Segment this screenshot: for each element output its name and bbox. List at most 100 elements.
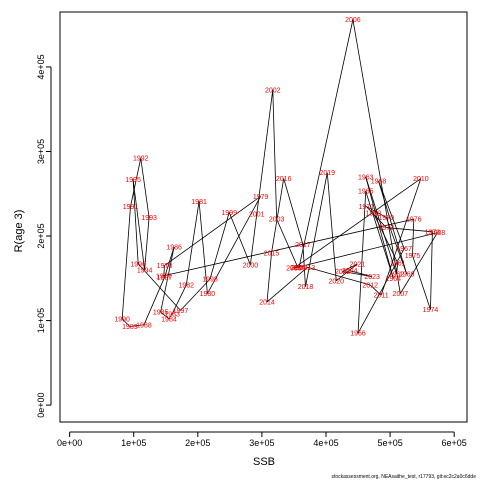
point-label-2000: 2000 (243, 262, 259, 269)
point-label-2004: 2004 (290, 265, 306, 272)
series-segment (271, 178, 285, 253)
point-label-1987: 1987 (157, 275, 173, 282)
point-label-1966: 1966 (350, 331, 366, 338)
point-label-1970: 1970 (378, 215, 394, 222)
x-tick-label: 0e+00 (57, 438, 82, 448)
series-segment (228, 212, 251, 265)
series-segment (357, 191, 367, 334)
point-label-2012: 2012 (362, 283, 378, 290)
series-segment (160, 246, 175, 313)
series-segment (163, 265, 165, 276)
point-label-1975: 1975 (405, 253, 421, 260)
point-label-1990: 1990 (114, 316, 130, 323)
point-label-2022: 2022 (335, 269, 351, 276)
point-label-1998: 1998 (202, 277, 218, 284)
series-segment (369, 284, 382, 296)
point-label-1991: 1991 (123, 204, 139, 211)
series-segment (412, 219, 415, 256)
point-label-2016: 2016 (276, 176, 292, 183)
series-segment (298, 19, 354, 268)
point-label-1982: 1982 (178, 283, 194, 290)
point-label-2006: 2006 (345, 17, 361, 24)
point-label-1981: 1981 (191, 199, 207, 206)
point-label-1999: 1999 (221, 210, 237, 217)
series-segment (276, 218, 299, 268)
point-label-1974: 1974 (423, 307, 439, 314)
point-label-1992: 1992 (133, 156, 149, 163)
series-lines (121, 19, 438, 334)
series-segment (185, 201, 200, 286)
y-tick-label: 2e+05 (36, 223, 46, 248)
series-segment (132, 179, 139, 264)
series-segment (365, 191, 394, 279)
point-label-1977: 1977 (156, 273, 172, 280)
series-segment (307, 266, 371, 286)
point-label-1980: 1980 (200, 291, 216, 298)
x-tick-label: 5e+05 (377, 438, 402, 448)
footer-credit: stockassessment.org, NEAsaithe_test, r17… (331, 474, 476, 480)
plot-frame (59, 11, 468, 423)
point-label-2009: 2009 (286, 266, 302, 273)
point-label-2017: 2017 (295, 242, 311, 249)
point-label-1985: 1985 (153, 310, 169, 317)
x-tick-label: 1e+05 (121, 438, 146, 448)
point-label-1965: 1965 (358, 189, 374, 196)
y-axis-label: R(age 3) (13, 210, 25, 253)
series-segment (121, 318, 131, 327)
point-label-1996: 1996 (130, 261, 146, 268)
series-segment (256, 89, 274, 215)
point-labels: 1960 1961 1962 1963 1964 1965 1966 1967 1968 1969… (114, 17, 445, 338)
point-label-2001: 2001 (249, 212, 265, 219)
series-segment (352, 19, 401, 294)
series-segment (305, 172, 328, 287)
series-segment (266, 252, 272, 302)
point-label-2024: 2024 (342, 268, 358, 275)
series-segment (302, 244, 306, 287)
point-label-1964: 1964 (386, 276, 402, 283)
point-label-1962: 1962 (389, 272, 405, 279)
series-segment (357, 248, 405, 334)
point-label-1971: 1971 (359, 204, 375, 211)
x-axis: 0e+00 1e+05 2e+05 3e+05 4e+05 5e+05 6e+05 (57, 431, 467, 448)
series-segment (365, 176, 397, 275)
point-label-2014: 2014 (259, 299, 275, 306)
series-segment (342, 271, 373, 277)
point-label-2013: 2013 (300, 265, 316, 272)
x-tick-label: 6e+05 (442, 438, 467, 448)
point-label-2002: 2002 (265, 87, 281, 94)
point-label-1988: 1988 (136, 322, 152, 329)
series-segment (207, 196, 261, 294)
point-label-2021: 2021 (350, 261, 366, 268)
series-segment (171, 284, 187, 314)
point-label-2018: 2018 (298, 284, 314, 291)
point-label-1967: 1967 (396, 246, 412, 253)
y-tick-label: 1e+05 (36, 308, 46, 333)
series-segment (266, 266, 308, 303)
point-label-1994: 1994 (137, 267, 153, 274)
series-segment (132, 179, 146, 270)
series-segment (168, 313, 173, 320)
point-label-2005: 2005 (291, 265, 307, 272)
point-label-2011: 2011 (374, 293, 389, 300)
x-axis-label: SSB (253, 456, 275, 468)
x-tick-label: 2e+05 (185, 438, 210, 448)
point-label-2015: 2015 (264, 250, 280, 257)
point-label-1983: 1983 (164, 311, 180, 318)
series-segment (349, 270, 373, 277)
x-tick-label: 4e+05 (313, 438, 338, 448)
series-segment (380, 178, 422, 296)
series-segment (365, 176, 394, 279)
series-segment (366, 206, 387, 218)
point-label-1963: 1963 (358, 174, 374, 181)
y-tick-label: 4e+05 (36, 54, 46, 79)
y-tick-label: 3e+05 (36, 139, 46, 164)
series-segment (121, 206, 131, 319)
point-label-1973: 1973 (425, 229, 441, 236)
point-label-1979: 1979 (253, 194, 269, 201)
point-label-1961: 1961 (390, 261, 406, 268)
point-label-2020: 2020 (328, 278, 344, 285)
series-segment (385, 217, 408, 275)
point-label-2010: 2010 (413, 176, 429, 183)
point-label-1972: 1972 (378, 225, 394, 232)
series-segment (249, 213, 258, 265)
